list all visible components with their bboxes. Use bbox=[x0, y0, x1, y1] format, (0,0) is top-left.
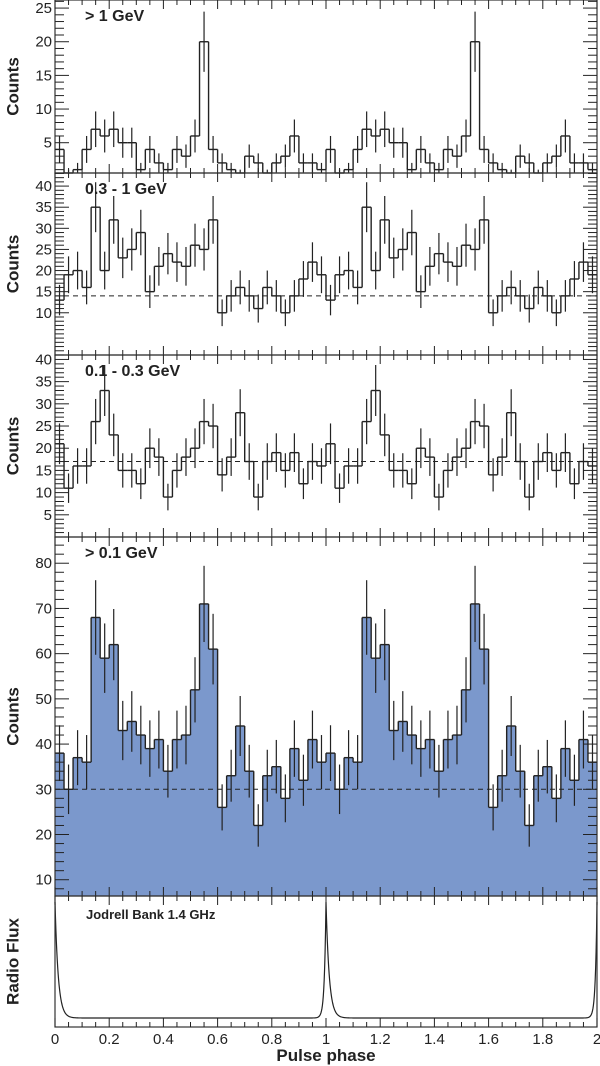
panel-3: 5 10 15 20 25 30 35 40 0.1 - 0.3 GeV Counts bbox=[3, 351, 598, 538]
y-tick-label: 25 bbox=[35, 0, 52, 17]
y-tick-label: 30 bbox=[35, 781, 52, 798]
panel-label: Jodrell Bank 1.4 GHz bbox=[86, 907, 216, 922]
panel-label: 0.1 - 0.3 GeV bbox=[85, 363, 180, 380]
y-axis-label: Counts bbox=[3, 687, 22, 746]
x-tick-label: 1.6 bbox=[478, 1031, 499, 1048]
y-tick-label: 50 bbox=[35, 691, 52, 708]
x-tick-label: 0.8 bbox=[261, 1031, 282, 1048]
panel-label: > 1 GeV bbox=[85, 8, 144, 25]
y-tick-label: 15 bbox=[35, 462, 52, 479]
y-axis-label: Radio Flux bbox=[3, 918, 22, 1005]
y-tick-label: 15 bbox=[35, 284, 52, 301]
y-tick-label: 60 bbox=[35, 646, 52, 663]
panel-label: 0.3 - 1 GeV bbox=[85, 181, 167, 198]
panel-label: > 0.1 GeV bbox=[85, 545, 158, 562]
panel-4: 10 20 30 40 50 60 70 80 > 0.1 GeV Counts bbox=[3, 536, 598, 897]
y-axis-label: Counts bbox=[3, 235, 22, 294]
panel-frame bbox=[54, 172, 598, 356]
y-tick-label: 70 bbox=[35, 600, 52, 617]
x-tick-label: 1.2 bbox=[370, 1031, 391, 1048]
y-tick-label: 30 bbox=[35, 396, 52, 413]
y-tick-label: 15 bbox=[35, 67, 52, 84]
x-tick-label: 1.8 bbox=[532, 1031, 553, 1048]
y-tick-label: 35 bbox=[35, 199, 52, 216]
x-tick-label: 1 bbox=[322, 1031, 330, 1048]
y-tick-label: 40 bbox=[35, 736, 52, 753]
x-tick-label: 0.4 bbox=[153, 1031, 174, 1048]
x-tick-label: 1.4 bbox=[424, 1031, 445, 1048]
panel-2: 10 15 20 25 30 35 40 0.3 - 1 GeV Counts bbox=[3, 172, 598, 356]
x-tick-label: 0.2 bbox=[99, 1031, 120, 1048]
x-tick-label: 0.6 bbox=[207, 1031, 228, 1048]
y-tick-label: 20 bbox=[35, 440, 52, 457]
y-tick-label: 10 bbox=[35, 305, 52, 322]
y-tick-label: 25 bbox=[35, 418, 52, 435]
y-tick-label: 10 bbox=[35, 485, 52, 502]
y-tick-label: 80 bbox=[35, 555, 52, 572]
panel-1: 5 10 15 20 25 > 1 GeV Counts bbox=[3, 0, 598, 174]
y-tick-label: 35 bbox=[35, 374, 52, 391]
y-tick-label: 25 bbox=[35, 241, 52, 258]
x-tick-label: 0 bbox=[51, 1031, 59, 1048]
y-tick-label: 5 bbox=[44, 135, 52, 152]
y-tick-label: 10 bbox=[35, 101, 52, 118]
x-tick-label: 2 bbox=[593, 1031, 600, 1048]
y-tick-label: 10 bbox=[35, 872, 52, 889]
y-tick-label: 5 bbox=[44, 507, 52, 524]
y-tick-label: 20 bbox=[35, 34, 52, 51]
histogram-fill bbox=[55, 603, 597, 896]
y-axis-label: Counts bbox=[3, 57, 22, 116]
y-tick-label: 20 bbox=[35, 263, 52, 280]
y-tick-label: 40 bbox=[35, 351, 52, 368]
y-tick-label: 30 bbox=[35, 220, 52, 237]
y-tick-label: 40 bbox=[35, 178, 52, 195]
y-tick-label: 20 bbox=[35, 827, 52, 844]
x-axis-label: Pulse phase bbox=[276, 1046, 375, 1065]
panel-radio: 0 0.2 0.4 0.6 0.8 1 1.2 1.4 1.6 1.8 2 Jodrell Bank … bbox=[3, 895, 600, 1048]
y-axis-label: Counts bbox=[3, 417, 22, 476]
